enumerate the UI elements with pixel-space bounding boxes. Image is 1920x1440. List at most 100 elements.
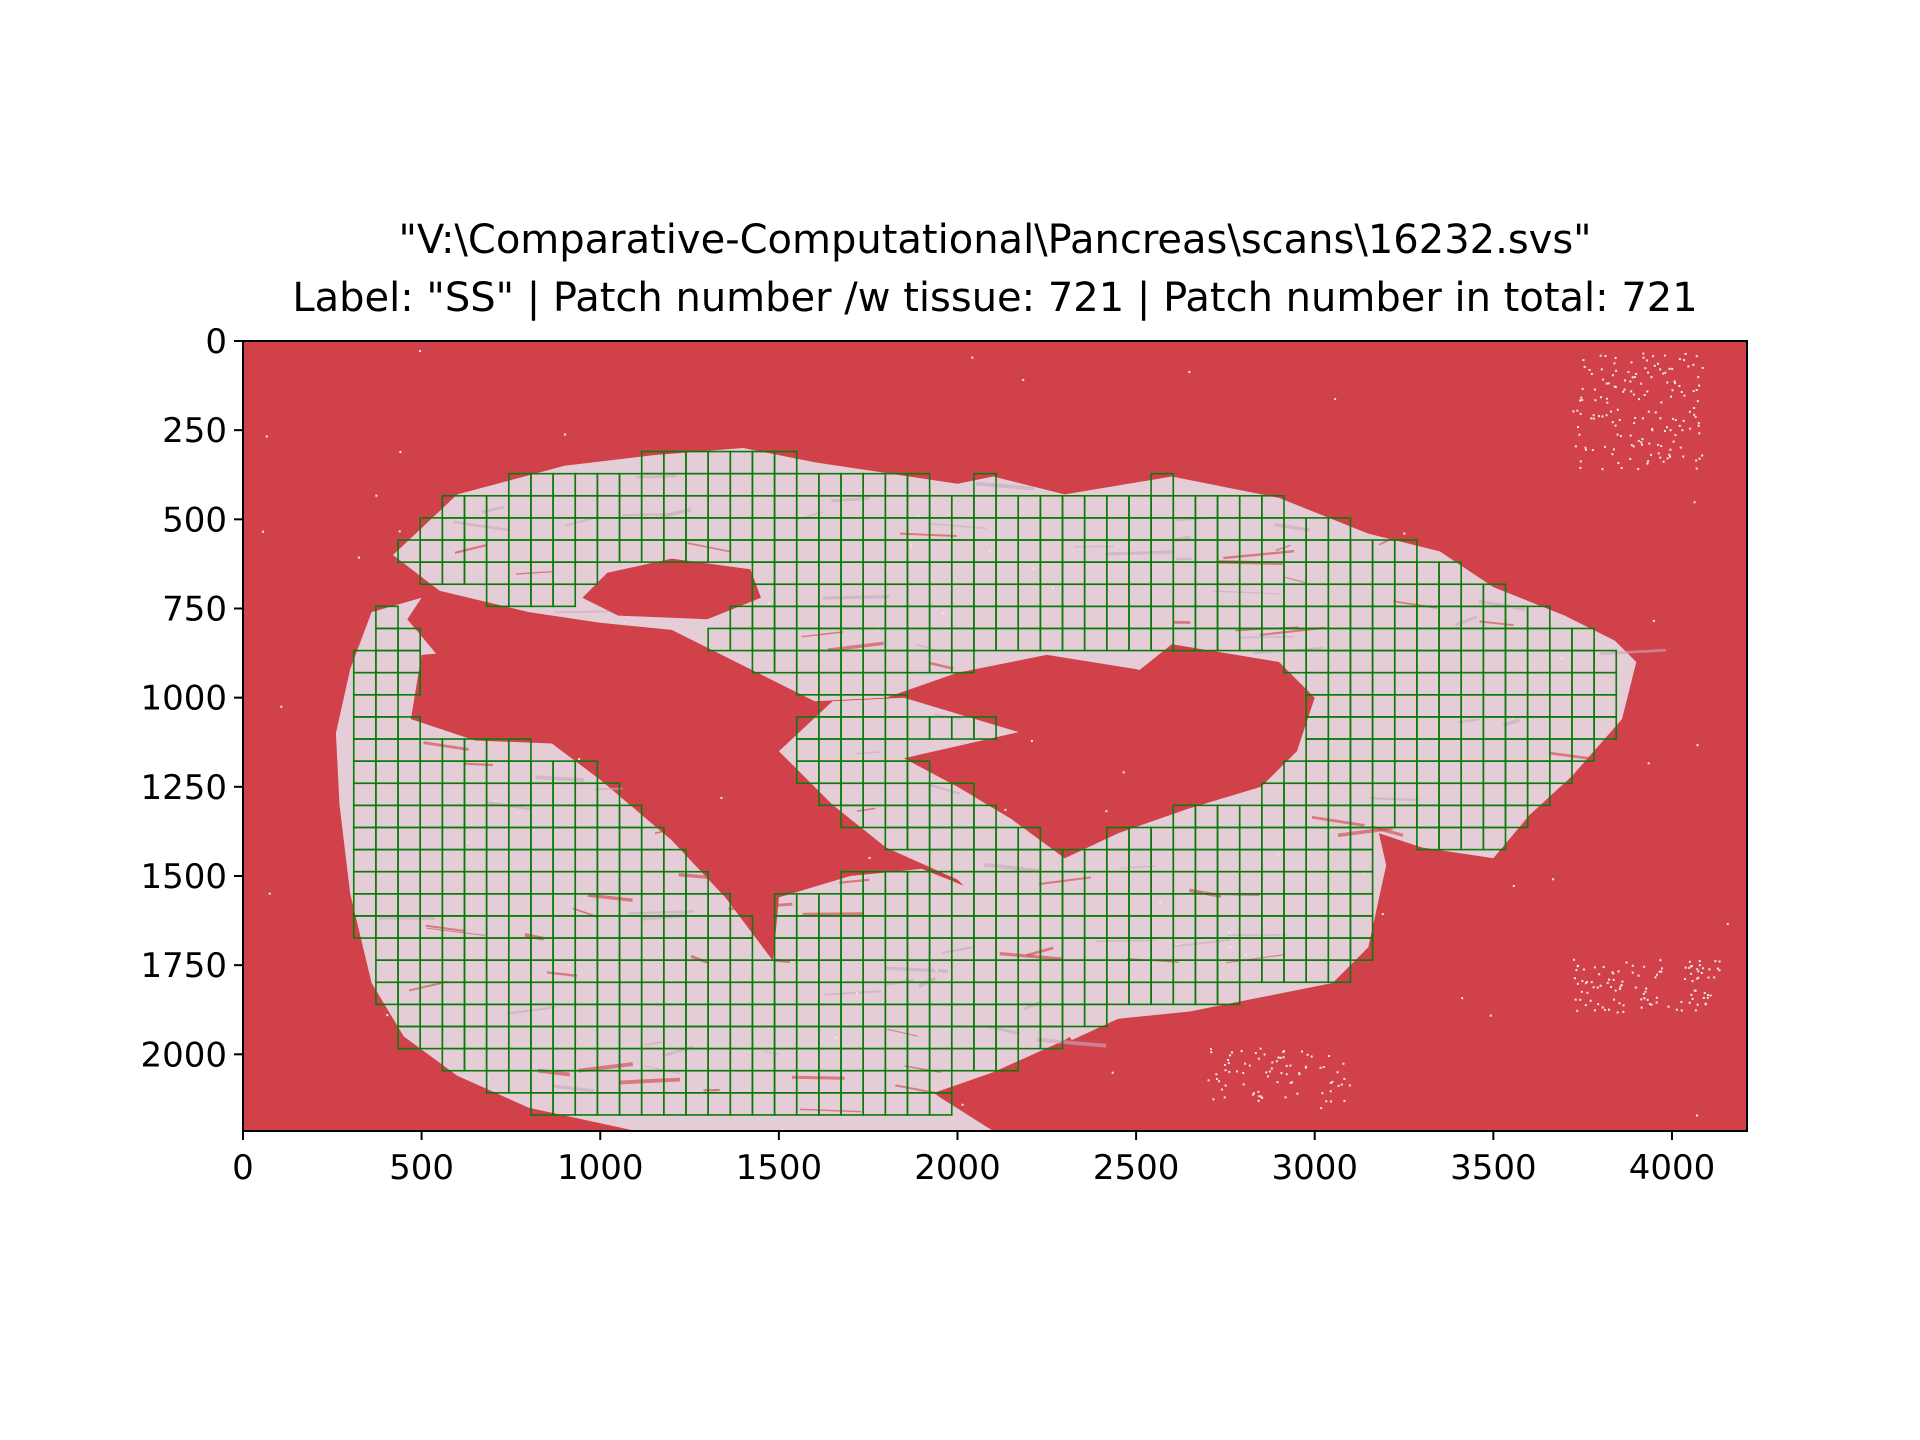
background-speckle — [1244, 1062, 1247, 1065]
background-speckle — [1227, 1062, 1230, 1065]
tissue-texture — [481, 505, 504, 514]
background-speckle — [1697, 376, 1700, 379]
tissue-texture — [1311, 815, 1365, 827]
background-speckle — [1177, 943, 1180, 946]
background-speckle — [1640, 998, 1643, 1001]
tissue-texture — [1378, 536, 1396, 546]
background-speckle — [1611, 971, 1614, 974]
background-speckle — [1683, 394, 1686, 397]
background-speckle — [1325, 1100, 1328, 1103]
background-speckle — [1662, 460, 1665, 463]
background-speckle — [1704, 1003, 1707, 1006]
background-speckle — [1618, 418, 1621, 421]
background-speckle — [1589, 999, 1592, 1002]
background-speckle — [1282, 1056, 1285, 1059]
background-speckle — [1701, 454, 1704, 457]
background-speckle — [1647, 371, 1650, 374]
background-speckle — [1619, 985, 1622, 988]
background-speckle — [1301, 1050, 1304, 1053]
background-speckle — [1635, 372, 1638, 375]
background-speckle — [1657, 443, 1660, 446]
background-speckle — [1660, 967, 1663, 970]
background-speckle — [1207, 1079, 1210, 1082]
background-speckle — [1602, 378, 1605, 381]
background-speckle — [1329, 1082, 1332, 1085]
background-speckle — [1597, 415, 1600, 418]
background-speckle — [1613, 385, 1616, 388]
background-speckle — [1631, 964, 1634, 967]
tissue-texture — [618, 1077, 681, 1085]
tissue-texture — [636, 474, 677, 479]
tissue-texture — [763, 1050, 779, 1055]
background-speckle — [1581, 980, 1584, 983]
background-speckle — [1695, 459, 1698, 462]
background-speckle — [1614, 386, 1617, 389]
tissue-texture — [839, 878, 870, 884]
background-speckle — [1696, 977, 1699, 980]
tissue-patch — [1349, 937, 1374, 961]
background-speckle — [1588, 369, 1591, 372]
background-speckle — [1572, 410, 1575, 413]
background-speckle — [1696, 1114, 1699, 1117]
background-speckle — [1584, 982, 1587, 985]
background-speckle — [1679, 446, 1682, 449]
background-speckle — [1616, 433, 1619, 436]
background-speckle — [1645, 987, 1648, 990]
background-speckle — [1210, 1048, 1213, 1051]
background-speckle — [1692, 363, 1695, 366]
background-speckle — [1260, 1095, 1263, 1098]
background-speckle — [1674, 382, 1677, 385]
background-speckle — [1678, 358, 1681, 361]
background-speckle — [876, 628, 879, 631]
background-speckle — [1698, 964, 1701, 967]
background-speckle — [1642, 417, 1645, 420]
background-speckle — [1613, 998, 1616, 1001]
background-speckle — [868, 856, 871, 859]
background-speckle — [1574, 998, 1577, 1001]
tissue-texture — [1225, 954, 1285, 964]
background-speckle — [1701, 366, 1704, 369]
background-speckle — [1627, 371, 1630, 374]
background-speckle — [1022, 378, 1025, 381]
background-speckle — [1619, 435, 1622, 438]
background-speckle — [1646, 462, 1649, 465]
tissue-texture — [1023, 1000, 1041, 1011]
background-speckle — [797, 956, 800, 959]
background-speckle — [1580, 990, 1583, 993]
background-speckle — [1674, 418, 1677, 421]
background-speckle — [1284, 1096, 1287, 1099]
background-speckle — [1337, 1084, 1340, 1087]
background-speckle — [1617, 970, 1620, 973]
background-speckle — [1322, 1066, 1325, 1069]
tissue-texture — [915, 643, 937, 652]
background-speckle — [1601, 1006, 1604, 1009]
background-speckle — [1599, 354, 1602, 357]
background-speckle — [1231, 1051, 1234, 1054]
background-speckle — [1648, 1003, 1651, 1006]
y-axis: 0 250 500 750 1000 1250 1500 1750 2000 — [140, 322, 243, 1075]
background-speckle — [1655, 1001, 1658, 1004]
background-speckle — [1581, 387, 1584, 390]
tissue-texture — [1038, 876, 1092, 886]
background-speckle — [1285, 1064, 1288, 1067]
background-speckle — [917, 515, 920, 518]
background-speckle — [1579, 399, 1582, 402]
background-speckle — [1224, 1069, 1227, 1072]
background-speckle — [1600, 396, 1603, 399]
background-speckle — [1263, 1053, 1266, 1056]
background-speckle — [1215, 1073, 1218, 1076]
background-speckle — [1613, 362, 1616, 365]
tissue-texture — [941, 945, 976, 955]
x-tick-label: 4000 — [1629, 1148, 1716, 1188]
background-speckle — [1668, 453, 1671, 456]
background-speckle — [1694, 1009, 1697, 1012]
background-speckle — [1289, 1081, 1292, 1084]
background-speckle — [1655, 973, 1658, 976]
background-speckle — [1257, 1099, 1260, 1102]
background-speckle — [623, 621, 626, 624]
tissue-patch — [1482, 826, 1507, 851]
tissue-texture — [1223, 550, 1295, 560]
background-speckle — [971, 356, 974, 359]
background-speckle — [1601, 468, 1604, 471]
background-speckle — [942, 612, 945, 615]
